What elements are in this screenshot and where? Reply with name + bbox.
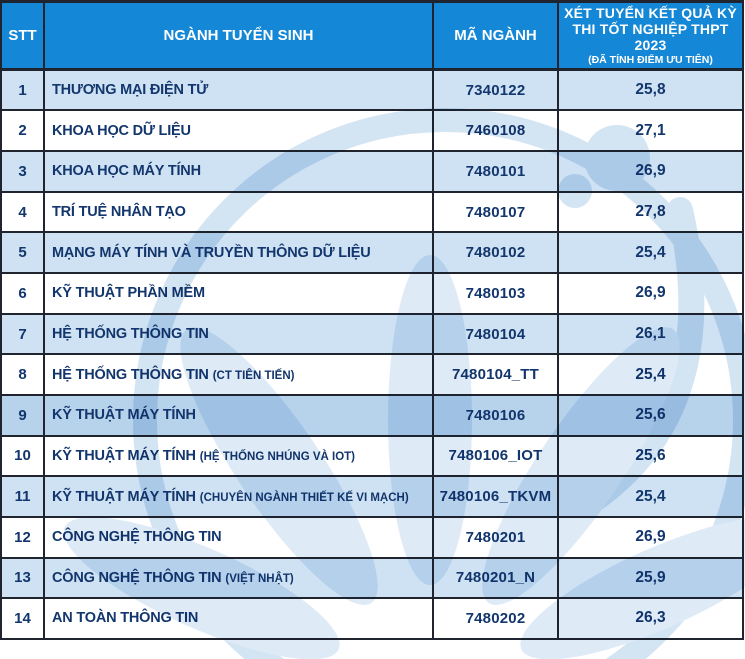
table-row: 8 HỆ THỐNG THÔNG TIN (CT TIÊN TIẾN) 74801… — [0, 353, 744, 396]
row-major-name: TRÍ TUỆ NHÂN TẠO — [43, 190, 434, 234]
row-major-name: KỸ THUẬT MÁY TÍNH (CHUYÊN NGÀNH THIẾT KẾ … — [43, 475, 434, 518]
row-major-code: 7480201 — [432, 515, 559, 559]
row-major-code: 7480201_N — [432, 556, 559, 600]
row-stt: 12 — [0, 515, 45, 559]
major-note: (VIỆT NHẬT) — [225, 572, 294, 585]
major-name: KHOA HỌC MÁY TÍNH — [52, 163, 201, 180]
row-major-name: MẠNG MÁY TÍNH VÀ TRUYỀN THÔNG DỮ LIỆU — [43, 231, 434, 275]
row-stt: 6 — [0, 272, 45, 315]
table-row: 5 MẠNG MÁY TÍNH VÀ TRUYỀN THÔNG DỮ LIỆU … — [0, 231, 744, 275]
table-body: 1 THƯƠNG MẠI ĐIỆN TỬ 7340122 25,8 2 KHOA… — [0, 68, 744, 640]
major-name: TRÍ TUỆ NHÂN TẠO — [52, 204, 186, 221]
table-row: 3 KHOA HỌC MÁY TÍNH 7480101 26,9 — [0, 150, 744, 193]
major-name: HỆ THỐNG THÔNG TIN — [52, 366, 209, 383]
row-stt: 8 — [0, 353, 45, 396]
row-stt: 10 — [0, 434, 45, 478]
row-stt: 7 — [0, 312, 45, 356]
row-score: 26,9 — [557, 150, 744, 193]
table-row-highlighted: 9 KỸ THUẬT MÁY TÍNH 7480106 25,6 — [0, 393, 744, 437]
row-major-name: HỆ THỐNG THÔNG TIN (CT TIÊN TIẾN) — [43, 353, 434, 396]
row-stt: 3 — [0, 150, 45, 193]
major-name: HỆ THỐNG THÔNG TIN — [52, 326, 209, 342]
table-row: 1 THƯƠNG MẠI ĐIỆN TỬ 7340122 25,8 — [0, 68, 744, 112]
row-major-name: CÔNG NGHỆ THÔNG TIN — [43, 515, 434, 559]
major-name: CÔNG NGHỆ THÔNG TIN — [52, 569, 222, 586]
major-name: KỸ THUẬT MÁY TÍNH — [52, 488, 196, 505]
admission-score-table: STT NGÀNH TUYỂN SINH MÃ NGÀNH XÉT TUYỂN … — [0, 0, 744, 640]
row-score: 25,9 — [557, 556, 744, 600]
row-stt: 1 — [0, 68, 45, 112]
row-score: 25,4 — [557, 231, 744, 275]
col-header-code: MÃ NGÀNH — [432, 0, 559, 72]
major-note: (CT TIÊN TIẾN) — [212, 369, 295, 382]
row-stt: 2 — [0, 109, 45, 153]
row-major-code: 7480102 — [432, 231, 559, 275]
row-major-name: CÔNG NGHỆ THÔNG TIN (VIỆT NHẬT) — [43, 556, 434, 600]
col-header-score: XÉT TUYỂN KẾT QUẢ KỲ THI TỐT NGHIỆP THPT… — [557, 0, 744, 72]
row-major-name: AN TOÀN THÔNG TIN — [43, 597, 434, 640]
row-score: 25,4 — [557, 353, 744, 396]
row-major-code: 7340122 — [432, 68, 559, 112]
row-major-name: KỸ THUẬT MÁY TÍNH — [43, 393, 434, 437]
row-stt: 14 — [0, 597, 45, 640]
row-major-code: 7480107 — [432, 190, 559, 234]
row-score: 25,6 — [557, 434, 744, 478]
table-row: 14 AN TOÀN THÔNG TIN 7480202 26,3 — [0, 597, 744, 640]
row-major-name: KHOA HỌC MÁY TÍNH — [43, 150, 434, 193]
table-row: 11 KỸ THUẬT MÁY TÍNH (CHUYÊN NGÀNH THIẾT … — [0, 475, 744, 518]
row-major-name: KỸ THUẬT PHẦN MỀM — [43, 272, 434, 315]
table-row: 12 CÔNG NGHỆ THÔNG TIN 7480201 26,9 — [0, 515, 744, 559]
col-header-stt: STT — [0, 0, 45, 72]
row-score: 27,8 — [557, 190, 744, 234]
row-major-code: 7480106_TKVM — [432, 475, 559, 518]
row-score: 25,4 — [557, 475, 744, 518]
row-major-code: 7460108 — [432, 109, 559, 153]
row-score: 26,9 — [557, 272, 744, 315]
major-name: AN TOÀN THÔNG TIN — [52, 610, 199, 627]
major-name: KỸ THUẬT MÁY TÍNH — [52, 407, 196, 424]
row-score: 25,8 — [557, 68, 744, 112]
score-header-title: XÉT TUYỂN KẾT QUẢ KỲ THI TỐT NGHIỆP THPT… — [564, 5, 737, 54]
row-major-name: KHOA HỌC DỮ LIỆU — [43, 109, 434, 153]
table-row: 7 HỆ THỐNG THÔNG TIN 7480104 26,1 — [0, 312, 744, 356]
row-major-code: 7480202 — [432, 597, 559, 640]
major-name: KỸ THUẬT MÁY TÍNH — [52, 447, 196, 464]
major-name: KHOA HỌC DỮ LIỆU — [52, 122, 191, 139]
table-row: 2 KHOA HỌC DỮ LIỆU 7460108 27,1 — [0, 109, 744, 153]
major-name: KỸ THUẬT PHẦN MỀM — [52, 285, 205, 302]
row-major-name: KỸ THUẬT MÁY TÍNH (HỆ THỐNG NHÚNG VÀ IOT) — [43, 434, 434, 478]
score-header-note: (ĐÃ TÍNH ĐIỂM ƯU TIÊN) — [588, 54, 713, 67]
major-name: MẠNG MÁY TÍNH VÀ TRUYỀN THÔNG DỮ LIỆU — [52, 244, 371, 261]
row-major-code: 7480101 — [432, 150, 559, 193]
row-stt: 9 — [0, 393, 45, 437]
row-major-code: 7480106_IOT — [432, 434, 559, 478]
major-name: CÔNG NGHỆ THÔNG TIN — [52, 529, 222, 546]
row-score: 26,1 — [557, 312, 744, 356]
table-row: 4 TRÍ TUỆ NHÂN TẠO 7480107 27,8 — [0, 190, 744, 234]
major-name: THƯƠNG MẠI ĐIỆN TỬ — [52, 82, 209, 99]
row-major-name: HỆ THỐNG THÔNG TIN — [43, 312, 434, 356]
row-major-code: 7480104_TT — [432, 353, 559, 396]
row-major-code: 7480104 — [432, 312, 559, 356]
row-score: 26,3 — [557, 597, 744, 640]
table-row: 13 CÔNG NGHỆ THÔNG TIN (VIỆT NHẬT) 748020… — [0, 556, 744, 600]
table-row: 10 KỸ THUẬT MÁY TÍNH (HỆ THỐNG NHÚNG VÀ I… — [0, 434, 744, 478]
row-major-name: THƯƠNG MẠI ĐIỆN TỬ — [43, 68, 434, 112]
major-note: (CHUYÊN NGÀNH THIẾT KẾ VI MẠCH) — [199, 491, 409, 504]
table-header: STT NGÀNH TUYỂN SINH MÃ NGÀNH XÉT TUYỂN … — [0, 0, 744, 72]
table-row: 6 KỸ THUẬT PHẦN MỀM 7480103 26,9 — [0, 272, 744, 315]
row-score: 26,9 — [557, 515, 744, 559]
row-stt: 11 — [0, 475, 45, 518]
row-score: 25,6 — [557, 393, 744, 437]
row-major-code: 7480106 — [432, 393, 559, 437]
col-header-major: NGÀNH TUYỂN SINH — [43, 0, 434, 72]
major-note: (HỆ THỐNG NHÚNG VÀ IOT) — [199, 450, 355, 463]
row-score: 27,1 — [557, 109, 744, 153]
row-stt: 4 — [0, 190, 45, 234]
row-stt: 5 — [0, 231, 45, 275]
row-major-code: 7480103 — [432, 272, 559, 315]
row-stt: 13 — [0, 556, 45, 600]
